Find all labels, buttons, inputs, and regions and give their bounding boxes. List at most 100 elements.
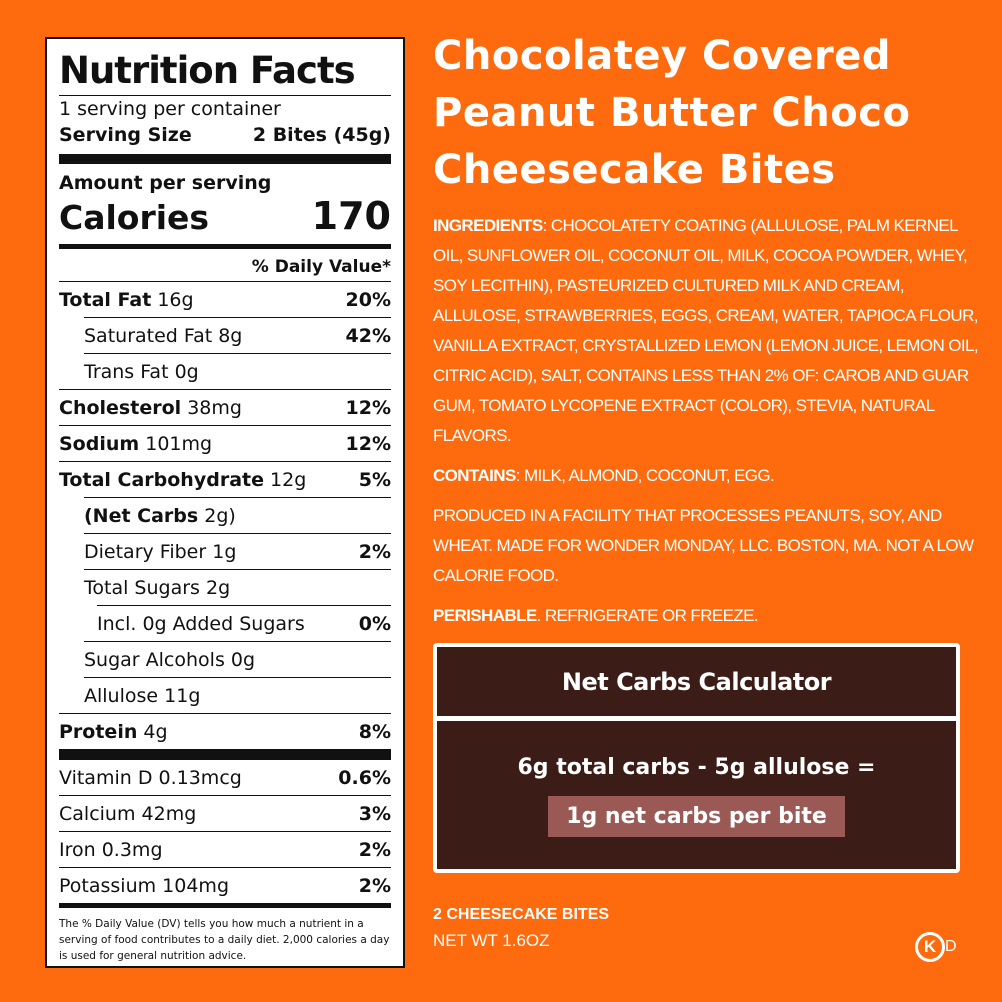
nutrient-row: Potassium 104mg 2% bbox=[59, 867, 391, 903]
nutrient-label: Cholesterol bbox=[59, 396, 182, 419]
nutrient-name: Dietary Fiber 1g bbox=[84, 541, 236, 563]
calculator-equation: 6g total carbs - 5g allulose = bbox=[517, 755, 876, 780]
nutrient-amount: 0g bbox=[174, 360, 199, 383]
nutrient-label: (Net Carbs bbox=[84, 504, 199, 527]
serving-size-label: Serving Size bbox=[59, 124, 192, 146]
amount-label: Amount per serving bbox=[59, 172, 272, 194]
daily-value: 5% bbox=[358, 468, 391, 491]
perishable-label: PERISHABLE bbox=[433, 606, 537, 625]
daily-value: 42% bbox=[345, 324, 391, 347]
divider bbox=[59, 244, 391, 249]
nutrient-label: Sugar Alcohols bbox=[84, 648, 225, 671]
daily-value: 0% bbox=[358, 612, 391, 635]
nutrient-name: Total Carbohydrate 12g bbox=[59, 469, 306, 491]
vitamin-rows: Vitamin D 0.13mcg 0.6% Calcium 42mg 3% Iron … bbox=[59, 759, 391, 903]
nutrient-amount: 0g bbox=[230, 648, 256, 671]
contains-label: CONTAINS bbox=[433, 466, 516, 485]
product-title: Chocolatey Covered Peanut Butter Choco C… bbox=[433, 33, 911, 193]
nutrient-name: Sodium 101mg bbox=[59, 433, 212, 455]
nutrient-name: Vitamin D 0.13mcg bbox=[59, 767, 242, 789]
nutrient-label: Calcium bbox=[59, 802, 136, 825]
daily-value: 2% bbox=[358, 540, 391, 563]
nutrient-row: Calcium 42mg 3% bbox=[59, 795, 391, 831]
nutrient-row: Sodium 101mg 12% bbox=[59, 425, 391, 461]
daily-value: 2% bbox=[358, 874, 391, 897]
kosher-symbol: K bbox=[915, 932, 945, 962]
nutrient-amount: 2g) bbox=[204, 504, 236, 527]
nutrition-title: Nutrition Facts bbox=[59, 49, 356, 92]
nutrient-name: (Net Carbs 2g) bbox=[84, 505, 236, 527]
nutrient-rows: Total Fat 16g 20% Saturated Fat 8g 42% Trans… bbox=[59, 281, 391, 749]
nutrient-amount: 2g bbox=[205, 576, 231, 599]
calculator: Net Carbs Calculator 6g total carbs - 5g… bbox=[433, 643, 960, 873]
nutrient-label: Incl. 0g Added Sugars bbox=[97, 612, 305, 635]
calculator-result: 1g net carbs per bite bbox=[548, 796, 845, 837]
ingredients: INGREDIENTS: CHOCOLATETY COATING (ALLULO… bbox=[433, 211, 981, 451]
nutrient-amount: 101mg bbox=[145, 432, 213, 455]
daily-value: 3% bbox=[358, 802, 391, 825]
calories-label: Calories bbox=[59, 198, 210, 237]
daily-value: 12% bbox=[345, 396, 391, 419]
nutrient-label: Iron bbox=[59, 838, 96, 861]
calories: Calories 170 bbox=[59, 196, 391, 238]
nutrient-amount: 16g bbox=[157, 288, 194, 311]
facility: PRODUCED IN A FACILITY THAT PROCESSES PE… bbox=[433, 506, 974, 585]
nutrient-name: Total Fat 16g bbox=[59, 289, 194, 311]
nutrient-row: Total Sugars 2g bbox=[84, 569, 391, 605]
nutrient-amount: 11g bbox=[164, 684, 201, 707]
kosher-mark: K D bbox=[915, 932, 957, 962]
nutrient-name: Potassium 104mg bbox=[59, 875, 229, 897]
nutrient-label: Sodium bbox=[59, 432, 140, 455]
nutrient-amount: 0.13mcg bbox=[158, 766, 242, 789]
daily-value: 20% bbox=[345, 288, 391, 311]
nutrient-name: Sugar Alcohols 0g bbox=[84, 649, 255, 671]
nutrition-panel: Nutrition Facts 1 serving per container … bbox=[45, 37, 405, 968]
nutrient-row: (Net Carbs 2g) bbox=[84, 497, 391, 533]
nutrient-label: Total Sugars bbox=[84, 576, 200, 599]
nutrient-label: Protein bbox=[59, 720, 138, 743]
nutrient-amount: 104mg bbox=[162, 874, 230, 897]
divider bbox=[59, 903, 391, 908]
perishable: PERISHABLE. REFRIGERATE OR FREEZE. bbox=[433, 601, 981, 631]
nutrient-amount: 12g bbox=[270, 468, 307, 491]
contains: CONTAINS: MILK, ALMOND, COCONUT, EGG. bbox=[433, 461, 981, 491]
nutrient-name: Allulose 11g bbox=[84, 685, 200, 707]
nutrient-name: Cholesterol 38mg bbox=[59, 397, 242, 419]
nutrient-row: Sugar Alcohols 0g bbox=[84, 641, 391, 677]
daily-value: 8% bbox=[358, 720, 391, 743]
nutrient-amount: 4g bbox=[143, 720, 168, 743]
nutrient-name: Total Sugars 2g bbox=[84, 577, 230, 599]
divider bbox=[59, 154, 391, 164]
nutrient-name: Protein 4g bbox=[59, 721, 168, 743]
divider bbox=[59, 749, 391, 759]
nutrient-row: Allulose 11g bbox=[84, 677, 391, 713]
nutrient-row: Total Carbohydrate 12g 5% bbox=[59, 461, 391, 497]
nutrient-amount: 1g bbox=[212, 540, 237, 563]
nutrient-row: Iron 0.3mg 2% bbox=[59, 831, 391, 867]
servings: 1 serving per container bbox=[59, 98, 281, 120]
contains-text: : MILK, ALMOND, COCONUT, EGG. bbox=[515, 466, 775, 485]
nutrient-row: Vitamin D 0.13mcg 0.6% bbox=[59, 759, 391, 795]
nutrient-amount: 8g bbox=[218, 324, 243, 347]
nutrient-name: Calcium 42mg bbox=[59, 803, 196, 825]
net-weight: NET WT 1.6OZ bbox=[433, 931, 550, 950]
nutrient-row: Trans Fat 0g bbox=[84, 353, 391, 389]
dv-header: % Daily Value* bbox=[251, 257, 391, 277]
nutrient-amount: 38mg bbox=[187, 396, 242, 419]
nutrient-amount: 0.3mg bbox=[101, 838, 163, 861]
footnote: The % Daily Value (DV) tells you how muc… bbox=[59, 918, 390, 962]
nutrient-row: Saturated Fat 8g 42% bbox=[84, 317, 391, 353]
nutrient-row: Protein 4g 8% bbox=[59, 713, 391, 749]
count: 2 CHEESECAKE BITES bbox=[433, 906, 610, 923]
kosher-suffix: D bbox=[945, 938, 957, 955]
nutrient-label: Vitamin D bbox=[59, 766, 153, 789]
nutrient-amount: 42mg bbox=[141, 802, 197, 825]
nutrient-label: Potassium bbox=[59, 874, 157, 897]
ingredients-label: INGREDIENTS bbox=[433, 216, 543, 235]
package-info: 2 CHEESECAKE BITES NET WT 1.6OZ bbox=[433, 902, 609, 954]
nutrient-label: Allulose bbox=[84, 684, 159, 707]
product-info: Chocolatey Covered Peanut Butter Choco C… bbox=[433, 28, 981, 641]
daily-value: 0.6% bbox=[338, 766, 391, 789]
nutrient-row: Incl. 0g Added Sugars 0% bbox=[97, 605, 391, 641]
nutrient-name: Iron 0.3mg bbox=[59, 839, 163, 861]
